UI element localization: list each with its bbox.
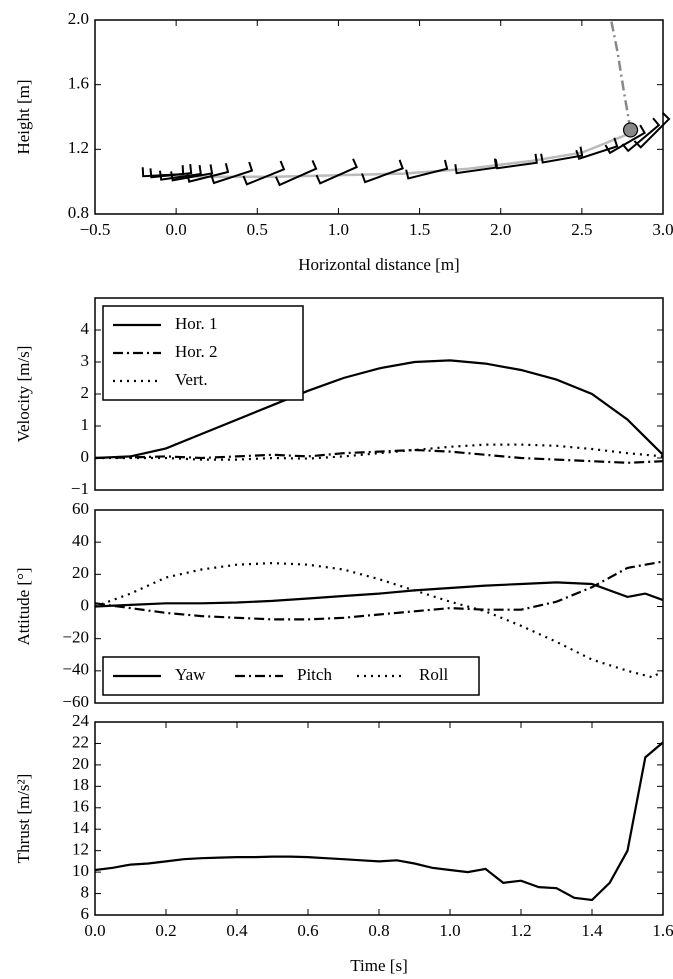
y-tick-label: 1.6 <box>68 74 89 93</box>
quad-pose <box>170 164 214 182</box>
series-line <box>95 448 663 464</box>
y-tick-label: 40 <box>72 531 89 550</box>
x-tick-label: 1.2 <box>510 921 531 940</box>
x-tick-label: 1.6 <box>652 921 673 940</box>
series-line <box>95 359 663 460</box>
quad-pose <box>361 159 404 184</box>
legend-label: Yaw <box>175 665 206 684</box>
quad-pose <box>275 160 318 187</box>
y-tick-label: −40 <box>62 660 89 679</box>
series-line <box>95 741 663 902</box>
y-tick-label: −20 <box>62 628 89 647</box>
x-tick-label: 1.4 <box>581 921 603 940</box>
x-axis-label: Horizontal distance [m] <box>298 255 459 274</box>
x-tick-label: 0.0 <box>166 220 187 239</box>
y-tick-label: 12 <box>72 840 89 859</box>
y-tick-label: 3 <box>81 351 90 370</box>
y-tick-label: 8 <box>81 882 90 901</box>
x-tick-label: 0.2 <box>155 921 176 940</box>
y-tick-label: 14 <box>72 818 90 837</box>
legend-label: Hor. 2 <box>175 342 218 361</box>
x-tick-label: 2.5 <box>571 220 592 239</box>
x-tick-label: 0.4 <box>226 921 248 940</box>
x-tick-label: 0.0 <box>84 921 105 940</box>
legend-box <box>102 656 480 696</box>
quad-pose <box>540 146 584 164</box>
axes-frame <box>94 721 664 916</box>
quad-pose <box>405 159 449 180</box>
y-tick-label: 60 <box>72 499 89 518</box>
x-tick-label: 0.5 <box>247 220 268 239</box>
quad-pose <box>633 111 671 149</box>
axes-frame <box>94 19 664 215</box>
y-tick-label: 4 <box>81 319 90 338</box>
axes-frame <box>94 509 664 704</box>
x-tick-label: 1.0 <box>328 220 349 239</box>
y-tick-label: 24 <box>72 711 90 730</box>
x-tick-label: 0.8 <box>368 921 389 940</box>
quad-pose <box>242 160 286 186</box>
y-tick-label: 18 <box>72 775 89 794</box>
quad-pose <box>315 158 359 185</box>
y-axis-label: Height [m] <box>14 79 33 154</box>
y-tick-label: 2.0 <box>68 9 89 28</box>
y-tick-label: 0 <box>81 447 90 466</box>
y-tick-label: 1.2 <box>68 138 89 157</box>
legend-label: Pitch <box>297 665 332 684</box>
x-tick-label: 3.0 <box>652 220 673 239</box>
y-tick-label: 0 <box>81 595 90 614</box>
y-tick-label: 10 <box>72 861 89 880</box>
x-tick-label: 1.0 <box>439 921 460 940</box>
quad-pose <box>575 137 619 161</box>
x-tick-label: 2.0 <box>490 220 511 239</box>
quad-pose <box>494 153 538 170</box>
x-tick-label: 1.5 <box>409 220 430 239</box>
quad-pose <box>621 117 661 153</box>
legend-label: Vert. <box>175 370 208 389</box>
y-tick-label: −60 <box>62 692 89 711</box>
x-tick-label: −0.5 <box>80 220 111 239</box>
y-tick-label: 20 <box>72 754 89 773</box>
quad-pose <box>604 124 646 155</box>
y-axis-label: Thrust [m/s²] <box>14 774 33 864</box>
series-line <box>95 581 663 608</box>
y-tick-label: 20 <box>72 563 89 582</box>
axes-frame <box>94 297 664 491</box>
y-tick-label: 6 <box>81 904 90 923</box>
y-tick-label: 2 <box>81 383 90 402</box>
marker <box>622 122 639 138</box>
y-tick-label: 1 <box>81 415 90 434</box>
series-line <box>609 20 632 131</box>
quad-pose <box>158 164 202 181</box>
series-line <box>95 560 663 621</box>
x-axis-label: Time [s] <box>350 956 407 975</box>
quad-pose <box>186 163 230 183</box>
legend-label: Hor. 1 <box>175 314 218 333</box>
y-tick-label: −1 <box>71 479 89 498</box>
y-axis-label: Velocity [m/s] <box>14 346 33 443</box>
y-tick-label: 16 <box>72 797 89 816</box>
x-tick-label: 0.6 <box>297 921 318 940</box>
y-tick-label: 22 <box>72 732 89 751</box>
quad-pose <box>210 161 254 185</box>
legend-label: Roll <box>419 665 449 684</box>
y-tick-label: 0.8 <box>68 203 89 222</box>
y-axis-label: Attitude [°] <box>14 567 33 645</box>
